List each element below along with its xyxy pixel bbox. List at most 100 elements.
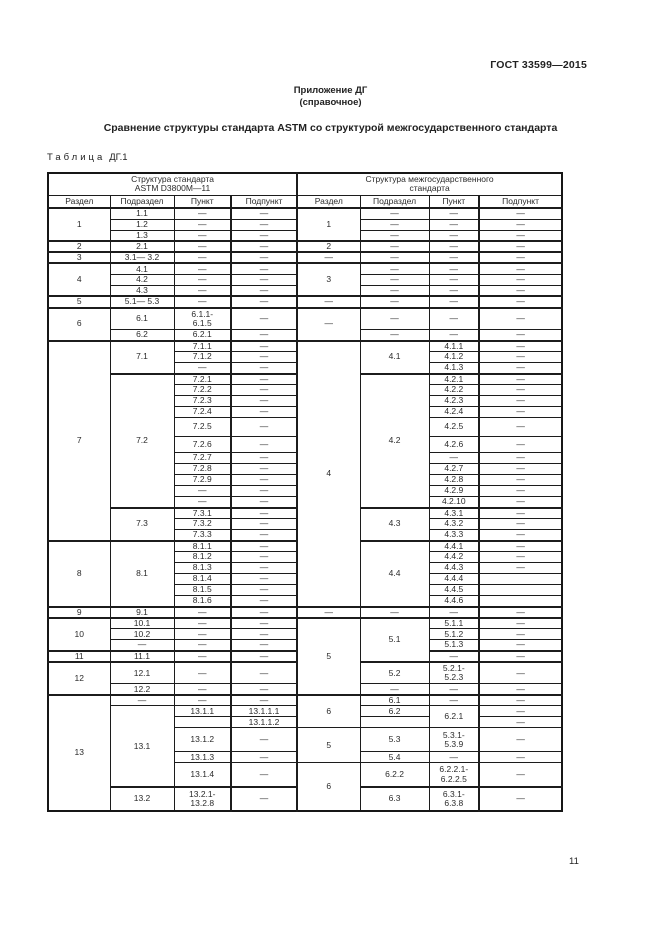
astm-punkt-cell: — bbox=[173, 295, 232, 309]
astm-podpunkt-cell: — bbox=[229, 474, 298, 487]
astm-podrazdel-cell: 6.1 bbox=[109, 306, 175, 331]
astm-podrazdel-cell: 1.3 bbox=[109, 229, 175, 242]
astm-razdel-cell: 8 bbox=[47, 539, 111, 608]
astm-podpunkt-cell: — bbox=[229, 295, 298, 309]
gost-podpunkt-cell: — bbox=[478, 683, 563, 696]
gost-podrazdel-cell: — bbox=[359, 262, 430, 275]
astm-punkt-cell: 8.1.5 bbox=[173, 584, 232, 597]
gost-podpunkt-cell: — bbox=[478, 339, 563, 353]
astm-podpunkt-cell: — bbox=[229, 628, 298, 641]
astm-podpunkt-cell: — bbox=[229, 649, 298, 663]
gost-podpunkt-cell: — bbox=[478, 372, 563, 386]
gost-podpunkt-cell bbox=[478, 584, 563, 597]
gost-podpunkt-cell: — bbox=[478, 406, 563, 419]
gost-podpunkt-cell: — bbox=[478, 395, 563, 408]
astm-punkt-cell: 7.2.4 bbox=[173, 406, 232, 419]
astm-podpunkt-cell: — bbox=[229, 239, 298, 253]
gost-podrazdel-cell bbox=[359, 716, 430, 729]
structure-comparison-table: Структура стандарта ASTM D3800M—11 Структ… bbox=[47, 172, 564, 812]
main-title: Сравнение структуры стандарта ASTM со ст… bbox=[103, 122, 558, 134]
gost-punkt-cell: — bbox=[428, 218, 480, 231]
astm-razdel-cell: 13 bbox=[47, 693, 111, 812]
table-row: 6 6.1 6.1.1- 6.1.5— — — — — bbox=[47, 306, 563, 342]
astm-podpunkt-header: Подпункт bbox=[229, 194, 298, 209]
astm-razdel-cell: 4 bbox=[47, 262, 111, 297]
gost-razdel-cell: 4 bbox=[296, 339, 361, 608]
gost-razdel-cell: 5 bbox=[296, 727, 361, 764]
gost-podrazdel-cell: — bbox=[359, 218, 430, 231]
gost-podpunkt-cell: — bbox=[478, 452, 563, 465]
astm-razdel-cell: 1 bbox=[47, 207, 111, 242]
gost-punkt-cell: 5.2.1- 5.2.3 bbox=[428, 660, 480, 685]
astm-podpunkt-cell: — bbox=[229, 584, 298, 597]
gost-punkt-cell: — bbox=[428, 207, 480, 220]
gost-punkt-cell: — bbox=[428, 251, 480, 264]
gost-podpunkt-cell: — bbox=[478, 693, 563, 707]
astm-razdel-cell: 3 bbox=[47, 251, 111, 264]
astm-razdel-cell: 9 bbox=[47, 605, 111, 619]
appendix-subtitle: (справочное) bbox=[299, 97, 362, 108]
table-row: 7.3 7.3.1—4.3 4.3.1— bbox=[48, 506, 563, 542]
gost-punkt-cell: 4.2.4 bbox=[428, 406, 480, 419]
gost-punkt-cell: 4.1.1 bbox=[428, 339, 480, 353]
astm-podrazdel-cell: 8.1 bbox=[109, 539, 175, 608]
astm-podrazdel-cell: — bbox=[109, 639, 175, 652]
table-row: 13.1.2—5 5.3 5.3.1- 5.3.9— bbox=[48, 727, 563, 764]
astm-punkt-cell: 6.2.1 bbox=[173, 329, 232, 342]
gost-razdel-cell: — bbox=[296, 251, 361, 264]
astm-punkt-cell: — bbox=[173, 683, 232, 696]
gost-podpunkt-cell: — bbox=[478, 518, 563, 531]
astm-podpunkt-cell: — bbox=[229, 251, 298, 264]
astm-punkt-cell: — bbox=[173, 239, 232, 253]
gost-podpunkt-cell: — bbox=[478, 485, 563, 498]
gost-punkt-cell: 4.3.1 bbox=[428, 506, 480, 520]
astm-punkt-cell: — bbox=[173, 262, 232, 275]
astm-podrazdel-cell: 10.1 bbox=[109, 616, 175, 630]
gost-punkt-cell: 4.4.6 bbox=[428, 595, 480, 608]
table-row: 8.1.5— 4.4.5 bbox=[48, 584, 563, 597]
gost-razdel-cell: — bbox=[296, 306, 361, 342]
table-row: 2 2.1— —2— — — bbox=[47, 239, 563, 253]
astm-punkt-cell: 7.3.3 bbox=[173, 529, 232, 542]
gost-podrazdel-header: Подраздел bbox=[359, 194, 430, 209]
astm-punkt-cell: 8.1.4 bbox=[173, 573, 232, 586]
table-row: 1.3— — — — — bbox=[48, 229, 563, 242]
astm-podpunkt-cell: — bbox=[229, 605, 298, 619]
astm-podrazdel-cell: 1.1 bbox=[109, 207, 175, 220]
gost-punkt-cell: 4.4.1 bbox=[428, 539, 480, 553]
astm-podrazdel-cell: 7.3 bbox=[109, 506, 175, 542]
astm-podpunkt-cell: — bbox=[229, 339, 298, 353]
table-row: 7.3.2—4.3.2— bbox=[48, 518, 563, 531]
gost-razdel-cell: 3 bbox=[296, 262, 361, 297]
astm-podpunkt-cell: — bbox=[229, 229, 298, 242]
astm-podpunkt-cell: 13.1.1.2 bbox=[229, 716, 298, 729]
astm-punkt-cell: — bbox=[173, 218, 232, 231]
astm-punkt-cell: — bbox=[173, 616, 232, 630]
astm-razdel-header: Раздел bbox=[47, 194, 111, 209]
astm-podrazdel-cell: 3.1— 3.2 bbox=[109, 251, 175, 264]
gost-podrazdel-cell: — bbox=[359, 284, 430, 297]
astm-podpunkt-cell: — bbox=[229, 384, 298, 397]
astm-podrazdel-cell: 6.2 bbox=[109, 329, 175, 342]
astm-podpunkt-cell: — bbox=[229, 436, 298, 454]
gost-podpunkt-cell bbox=[478, 595, 563, 608]
gost-podrazdel-cell: 5.3 bbox=[359, 727, 430, 753]
gost-group-header: Структура межгосударственного стандарта bbox=[296, 172, 563, 196]
astm-punkt-cell: 7.3.1 bbox=[173, 506, 232, 520]
table-row: 4.3— — — — — bbox=[48, 284, 563, 297]
gost-punkt-cell: 5.1.1 bbox=[428, 616, 480, 630]
table-row: 13.1.4—6 6.2.2 6.2.2.1- 6.2.2.5— bbox=[48, 762, 563, 812]
doc-code: ГОСТ 33599—2015 bbox=[490, 59, 587, 71]
astm-podpunkt-cell: — bbox=[229, 372, 298, 386]
gost-punkt-cell: — bbox=[428, 239, 480, 253]
astm-podpunkt-cell: — bbox=[229, 406, 298, 419]
astm-punkt-cell: 7.1.2 bbox=[173, 351, 232, 364]
gost-podpunkt-cell: — bbox=[478, 529, 563, 542]
astm-razdel-cell: 7 bbox=[47, 339, 111, 542]
astm-podpunkt-cell: — bbox=[229, 395, 298, 408]
astm-podpunkt-cell: — bbox=[229, 362, 298, 375]
astm-punkt-cell: 7.2.7 bbox=[173, 452, 232, 465]
gost-punkt-cell: — bbox=[428, 452, 480, 465]
table-row: 5 5.1— 5.3— — — — — — bbox=[47, 295, 563, 309]
gost-punkt-cell: 5.1.2 bbox=[428, 628, 480, 641]
